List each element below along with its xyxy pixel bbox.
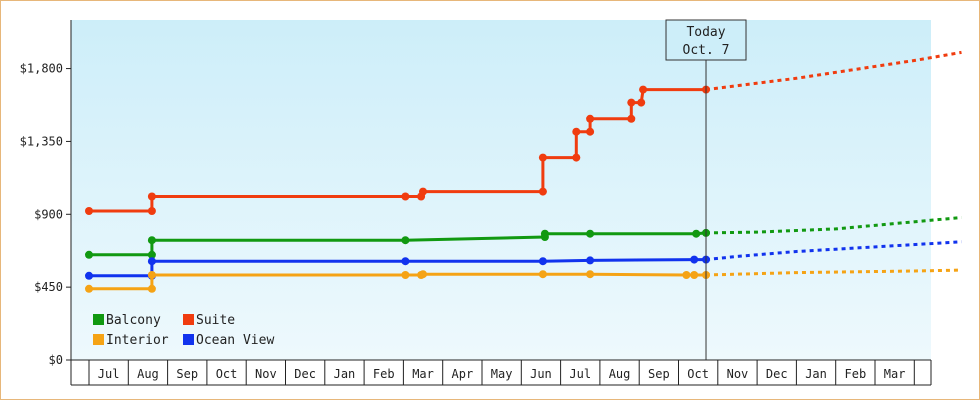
data-point-suite	[639, 85, 648, 94]
today-callout-box	[665, 19, 747, 61]
data-point-interior	[401, 271, 410, 279]
data-point-interior	[147, 284, 156, 293]
today-marker: Today Oct. 7	[665, 19, 747, 360]
legend-label-interior: Interior	[106, 333, 169, 348]
x-tick-label: May	[491, 367, 513, 381]
x-tick-label: Jun	[530, 367, 552, 381]
data-point-interior	[85, 284, 93, 293]
y-tick-label: $1,350	[20, 134, 63, 148]
data-point-balcony	[540, 229, 549, 238]
data-point-suite	[419, 187, 427, 196]
x-tick-label: Oct	[687, 367, 709, 381]
data-point-interior	[419, 270, 427, 279]
x-tick-label: Mar	[884, 367, 906, 381]
data-point-ocean-view	[401, 257, 410, 266]
legend-label-suite: Suite	[196, 313, 235, 328]
data-point-suite	[538, 187, 547, 196]
data-point-suite	[586, 114, 595, 123]
legend-swatch-ocean-view	[183, 334, 194, 345]
today-callout-title: Today	[686, 25, 725, 40]
data-point-balcony	[586, 229, 595, 238]
data-point-suite	[538, 153, 547, 162]
data-point-suite	[572, 127, 581, 136]
data-point-suite	[147, 192, 156, 201]
legend-label-balcony: Balcony	[106, 313, 161, 328]
data-point-interior	[690, 271, 699, 279]
plot-background	[71, 20, 931, 360]
legend-swatch-balcony	[93, 314, 104, 325]
data-point-ocean-view	[586, 256, 595, 265]
x-tick-label: Jul	[98, 367, 120, 381]
x-tick-label: Apr	[452, 367, 474, 381]
x-tick-label: Mar	[412, 367, 434, 381]
data-point-suite	[586, 127, 595, 136]
series-interior	[85, 268, 962, 293]
data-point-balcony	[85, 250, 93, 259]
data-point-suite	[147, 207, 156, 215]
x-tick-label: Oct	[216, 367, 238, 381]
series-layer	[85, 50, 962, 293]
x-tick-label: Dec	[766, 367, 788, 381]
data-point-suite	[637, 98, 646, 107]
data-point-interior	[682, 271, 691, 279]
legend-swatch-interior	[93, 334, 104, 345]
data-point-suite	[401, 192, 410, 201]
x-tick-label: Aug	[609, 367, 631, 381]
data-point-interior	[147, 271, 156, 279]
legend-label-ocean-view: Ocean View	[196, 333, 274, 348]
data-point-suite	[627, 98, 636, 107]
data-point-interior	[538, 270, 547, 279]
y-tick-label: $0	[49, 353, 63, 367]
series-suite	[85, 50, 962, 215]
series-balcony	[85, 216, 962, 259]
x-tick-label: Jan	[805, 367, 827, 381]
y-axis: $0 $450 $900 $1,350 $1,800	[20, 20, 72, 367]
y-tick-label: $900	[34, 207, 63, 221]
y-tick-label: $450	[34, 280, 63, 294]
y-tick-label: $1,800	[20, 62, 63, 76]
today-callout-date: Oct. 7	[683, 43, 730, 58]
x-tick-label: Nov	[727, 367, 749, 381]
x-tick-label: Feb	[373, 367, 395, 381]
legend-swatch-suite	[183, 314, 194, 325]
data-point-balcony	[401, 236, 410, 245]
data-point-balcony	[147, 236, 156, 245]
x-tick-label: Feb	[845, 367, 867, 381]
x-tick-label: Jul	[569, 367, 591, 381]
data-point-interior	[586, 270, 595, 279]
series-forecast-balcony	[705, 216, 962, 235]
legend: Balcony Suite Interior Ocean View	[93, 313, 274, 348]
data-point-ocean-view	[538, 257, 547, 266]
data-point-suite	[572, 153, 581, 162]
series-forecast-suite	[705, 50, 962, 92]
x-tick-label: Jan	[334, 367, 356, 381]
data-point-ocean-view	[690, 255, 699, 264]
x-tick-label: Sep	[176, 367, 198, 381]
data-point-balcony	[692, 229, 701, 238]
x-tick-label: Dec	[294, 367, 316, 381]
x-axis: Jul Aug Sep Oct Nov Dec Jan Feb Mar Apr May Jun Jul A…	[70, 359, 932, 386]
data-point-ocean-view	[85, 271, 93, 280]
x-tick-label: Aug	[137, 367, 159, 381]
data-point-ocean-view	[147, 257, 156, 266]
x-tick-label: Nov	[255, 367, 277, 381]
data-point-suite	[627, 114, 636, 123]
data-point-suite	[85, 207, 93, 215]
x-tick-label: Sep	[648, 367, 670, 381]
data-point-balcony	[147, 250, 156, 259]
